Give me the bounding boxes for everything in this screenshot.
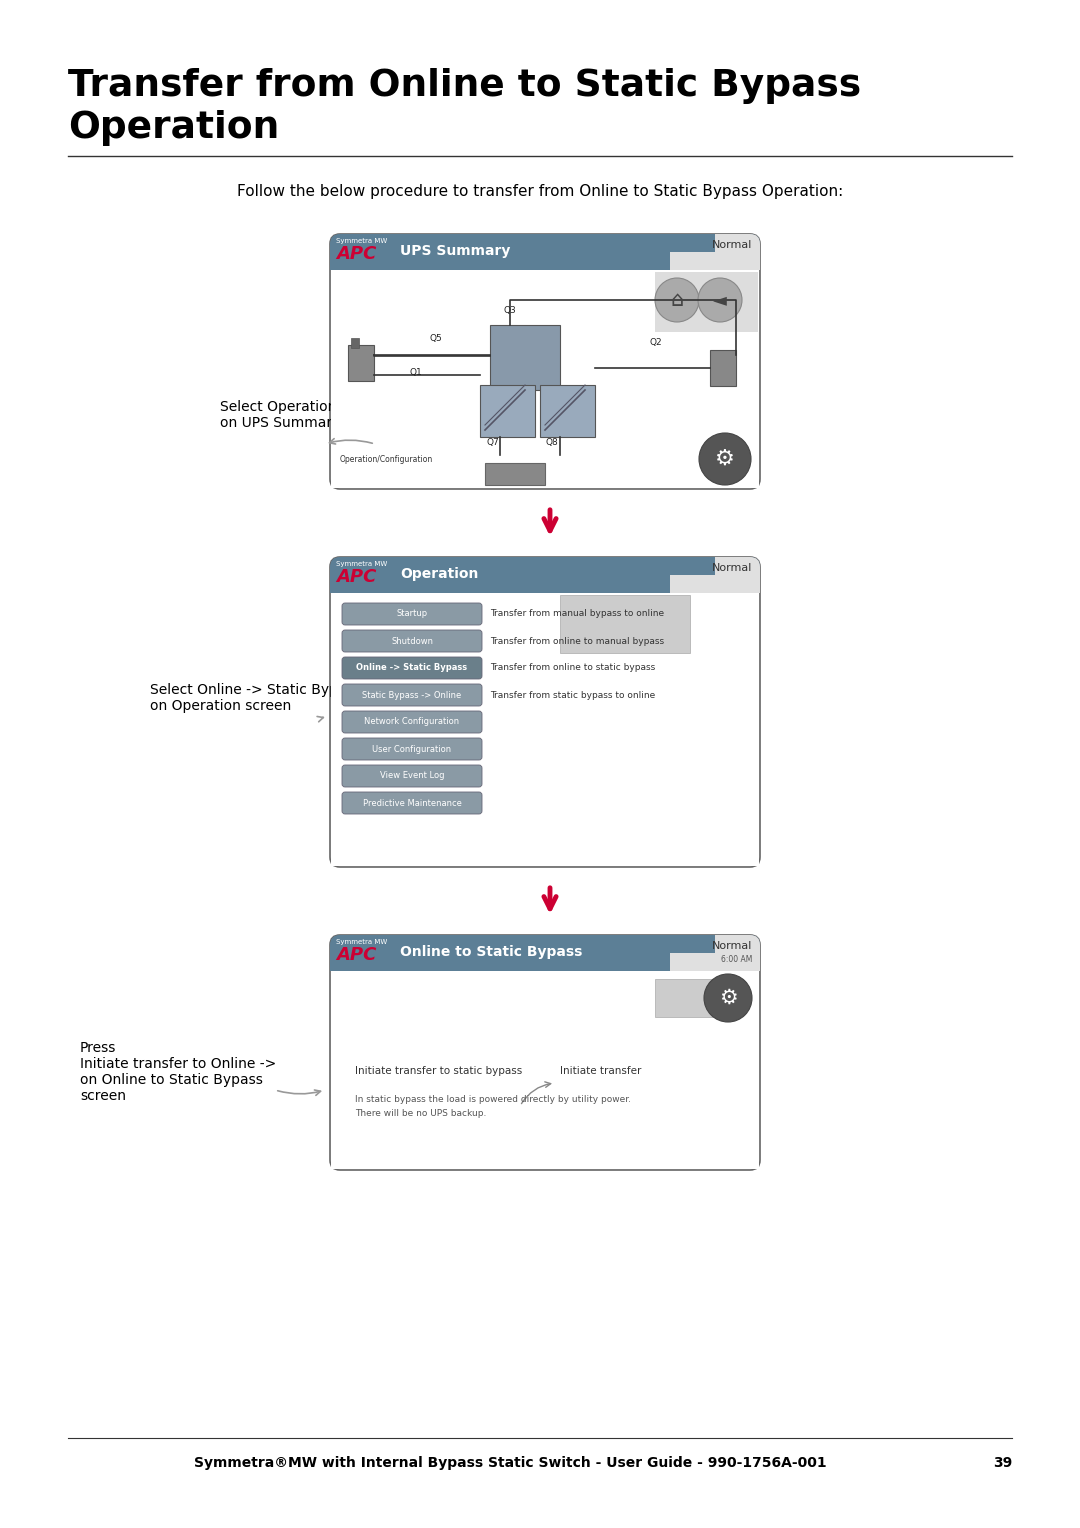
Text: Q3: Q3 <box>503 306 516 315</box>
FancyBboxPatch shape <box>342 766 482 787</box>
FancyBboxPatch shape <box>330 234 760 270</box>
Circle shape <box>654 278 699 322</box>
Text: on Operation screen: on Operation screen <box>150 698 292 714</box>
Text: Follow the below procedure to transfer from Online to Static Bypass Operation:: Follow the below procedure to transfer f… <box>237 183 843 199</box>
Text: Transfer from online to static bypass: Transfer from online to static bypass <box>490 663 656 672</box>
Text: Q7: Q7 <box>487 439 499 448</box>
FancyBboxPatch shape <box>342 604 482 625</box>
Bar <box>330 953 760 970</box>
Text: Q2: Q2 <box>650 338 663 347</box>
Text: Initiate transfer to static bypass: Initiate transfer to static bypass <box>355 1067 523 1076</box>
Text: Initiate transfer to Online ->: Initiate transfer to Online -> <box>80 1057 276 1071</box>
Text: Normal: Normal <box>712 941 752 950</box>
FancyBboxPatch shape <box>330 935 760 1170</box>
Text: Network Configuration: Network Configuration <box>364 718 460 726</box>
Text: Transfer from online to manual bypass: Transfer from online to manual bypass <box>490 637 664 645</box>
Bar <box>540 385 595 437</box>
Text: ⚙: ⚙ <box>718 989 738 1008</box>
Bar <box>670 252 760 270</box>
Bar <box>485 463 545 484</box>
Text: Q5: Q5 <box>430 335 443 342</box>
Text: Symmetra®MW with Internal Bypass Static Switch - User Guide - 990-1756A-001: Symmetra®MW with Internal Bypass Static … <box>193 1456 826 1470</box>
FancyBboxPatch shape <box>342 711 482 733</box>
Bar <box>330 575 760 593</box>
FancyBboxPatch shape <box>342 792 482 814</box>
Text: Operation: Operation <box>400 567 478 581</box>
Bar <box>710 350 735 387</box>
Text: ◄: ◄ <box>713 290 727 309</box>
Bar <box>561 594 690 652</box>
Text: Select Operation/Configuration: Select Operation/Configuration <box>220 400 435 414</box>
Bar <box>654 272 758 332</box>
FancyBboxPatch shape <box>330 558 760 593</box>
Bar <box>330 593 759 866</box>
Text: Transfer from manual bypass to online: Transfer from manual bypass to online <box>490 610 664 619</box>
Text: Symmetra MW: Symmetra MW <box>336 238 388 244</box>
FancyBboxPatch shape <box>670 935 760 970</box>
Text: User Configuration: User Configuration <box>373 744 451 753</box>
Text: APC: APC <box>336 946 376 964</box>
Text: Shutdown: Shutdown <box>391 637 433 645</box>
Text: Online -> Static Bypass: Online -> Static Bypass <box>356 663 468 672</box>
Bar <box>670 953 760 970</box>
Text: ⌂: ⌂ <box>671 290 684 310</box>
Text: Transfer from static bypass to online: Transfer from static bypass to online <box>490 691 656 700</box>
Text: Press: Press <box>80 1041 117 1054</box>
Bar <box>330 970 759 1169</box>
Bar <box>490 325 561 390</box>
FancyBboxPatch shape <box>342 738 482 759</box>
Circle shape <box>704 973 752 1022</box>
Bar <box>351 338 359 348</box>
Text: Normal: Normal <box>712 562 752 573</box>
Text: UPS Summary: UPS Summary <box>400 244 511 258</box>
Bar <box>670 575 760 593</box>
Bar <box>670 935 715 953</box>
Bar <box>670 234 715 252</box>
Text: Operation/Configuration: Operation/Configuration <box>340 455 433 465</box>
Bar <box>480 385 535 437</box>
Text: There will be no UPS backup.: There will be no UPS backup. <box>355 1108 486 1117</box>
Text: Symmetra MW: Symmetra MW <box>336 561 388 567</box>
Text: Q8: Q8 <box>545 439 558 448</box>
Text: Predictive Maintenance: Predictive Maintenance <box>363 799 461 807</box>
Bar <box>670 558 715 575</box>
Circle shape <box>698 278 742 322</box>
FancyBboxPatch shape <box>670 558 760 593</box>
Text: screen: screen <box>80 1089 126 1103</box>
FancyBboxPatch shape <box>330 558 760 866</box>
Text: Static Bypass -> Online: Static Bypass -> Online <box>363 691 461 700</box>
Text: In static bypass the load is powered directly by utility power.: In static bypass the load is powered dir… <box>355 1094 631 1103</box>
Text: View Event Log: View Event Log <box>380 772 444 781</box>
Text: ⚙: ⚙ <box>715 449 735 469</box>
Text: Normal: Normal <box>712 240 752 251</box>
Text: 6:00 AM: 6:00 AM <box>720 955 752 964</box>
FancyBboxPatch shape <box>330 234 760 489</box>
Text: Initiate transfer: Initiate transfer <box>561 1067 642 1076</box>
Text: Startup: Startup <box>396 610 428 619</box>
Text: Online to Static Bypass: Online to Static Bypass <box>400 944 582 960</box>
FancyBboxPatch shape <box>670 234 760 270</box>
Text: APC: APC <box>336 568 376 587</box>
Bar <box>330 270 759 487</box>
Text: Q1: Q1 <box>410 368 422 377</box>
Bar <box>654 979 720 1018</box>
Text: APC: APC <box>336 244 376 263</box>
FancyBboxPatch shape <box>342 685 482 706</box>
Text: on Online to Static Bypass: on Online to Static Bypass <box>80 1073 262 1086</box>
Text: on UPS Summary screen: on UPS Summary screen <box>220 416 391 429</box>
FancyBboxPatch shape <box>330 935 760 970</box>
Bar <box>348 345 374 380</box>
FancyBboxPatch shape <box>342 630 482 652</box>
Text: Transfer from Online to Static Bypass: Transfer from Online to Static Bypass <box>68 69 861 104</box>
Text: Operation: Operation <box>68 110 280 147</box>
Text: Select Online -> Static Bypass: Select Online -> Static Bypass <box>150 683 361 697</box>
Bar <box>330 252 760 270</box>
Text: Symmetra MW: Symmetra MW <box>336 940 388 944</box>
Circle shape <box>699 432 751 484</box>
Text: 39: 39 <box>993 1456 1012 1470</box>
FancyBboxPatch shape <box>342 657 482 678</box>
